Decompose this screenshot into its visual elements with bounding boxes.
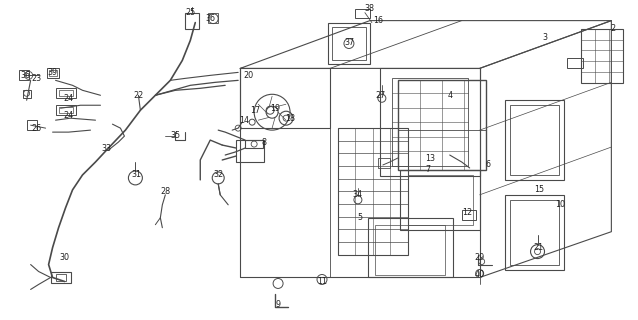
- Text: 19: 19: [270, 104, 280, 113]
- Bar: [392, 78, 468, 166]
- Text: 36: 36: [205, 14, 215, 23]
- Bar: [208, 13, 218, 23]
- Bar: [505, 100, 565, 180]
- Text: 30: 30: [59, 253, 70, 262]
- Bar: [50, 271, 71, 284]
- Bar: [375, 225, 445, 275]
- Text: 31: 31: [131, 171, 142, 180]
- Text: 20: 20: [243, 71, 253, 80]
- Text: 38: 38: [365, 4, 375, 13]
- Text: 21: 21: [533, 243, 544, 252]
- Text: 4: 4: [447, 91, 452, 100]
- Bar: [56, 274, 66, 282]
- Bar: [236, 140, 264, 162]
- Text: 16: 16: [373, 16, 383, 25]
- Bar: [59, 90, 73, 96]
- Text: 24: 24: [64, 94, 73, 103]
- Bar: [56, 88, 75, 98]
- Bar: [332, 27, 366, 60]
- Bar: [462, 210, 476, 220]
- Bar: [48, 70, 57, 76]
- Text: 6: 6: [485, 160, 490, 170]
- Text: 22: 22: [133, 91, 144, 100]
- Bar: [510, 200, 560, 265]
- Bar: [245, 140, 263, 148]
- Text: 34: 34: [353, 190, 363, 199]
- Text: 18: 18: [285, 114, 295, 123]
- Text: 2: 2: [611, 24, 616, 33]
- Bar: [380, 68, 480, 176]
- Text: 37: 37: [345, 38, 355, 47]
- Bar: [19, 70, 29, 80]
- Bar: [581, 28, 623, 83]
- Text: 17: 17: [250, 106, 260, 115]
- Text: 11: 11: [317, 277, 327, 286]
- Bar: [47, 68, 59, 78]
- Bar: [59, 107, 73, 113]
- Bar: [510, 105, 560, 175]
- Bar: [240, 68, 330, 128]
- Bar: [368, 218, 453, 277]
- Text: 13: 13: [425, 154, 434, 163]
- Text: 23: 23: [31, 74, 41, 83]
- Text: 3: 3: [542, 33, 547, 42]
- Text: 25: 25: [185, 8, 195, 17]
- Text: 33: 33: [101, 144, 112, 153]
- Text: 10: 10: [556, 200, 565, 209]
- Bar: [328, 23, 370, 64]
- Bar: [27, 120, 36, 130]
- Text: 14: 14: [239, 116, 249, 125]
- Bar: [408, 175, 473, 225]
- Text: 40: 40: [475, 270, 485, 279]
- Text: 12: 12: [463, 208, 473, 217]
- Text: 39: 39: [47, 68, 57, 77]
- Text: 29: 29: [475, 253, 485, 262]
- Bar: [378, 158, 390, 168]
- Bar: [185, 13, 199, 28]
- Bar: [567, 59, 583, 68]
- Bar: [56, 105, 75, 115]
- Text: 9: 9: [276, 300, 281, 309]
- Bar: [338, 128, 408, 255]
- Text: 15: 15: [535, 185, 545, 194]
- Text: 28: 28: [160, 188, 170, 196]
- Text: 8: 8: [262, 138, 267, 147]
- Bar: [505, 195, 565, 269]
- Text: 27: 27: [376, 91, 386, 100]
- Text: 35: 35: [170, 131, 181, 140]
- Bar: [22, 90, 31, 98]
- Bar: [355, 9, 370, 18]
- Text: 5: 5: [357, 213, 362, 222]
- Text: 24: 24: [64, 111, 73, 120]
- Bar: [398, 80, 486, 170]
- Text: 32: 32: [213, 171, 223, 180]
- Bar: [400, 170, 480, 230]
- Text: 26: 26: [31, 124, 41, 132]
- Text: 36: 36: [20, 71, 31, 80]
- Text: 7: 7: [425, 165, 430, 174]
